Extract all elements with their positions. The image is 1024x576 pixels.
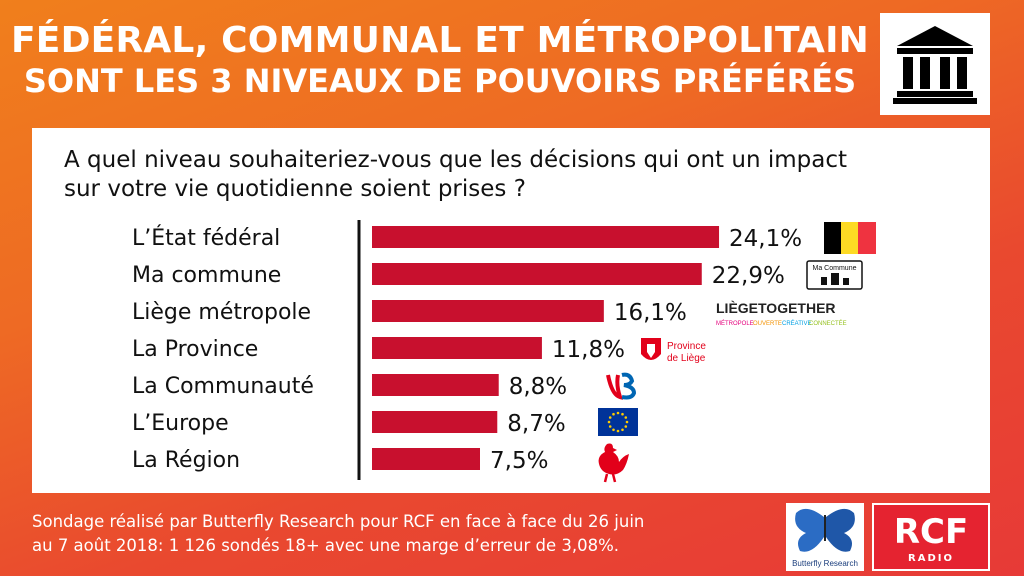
headline-line-2: SONT LES 3 NIVEAUX DE POUVOIRS PRÉFÉRÉS bbox=[23, 62, 857, 100]
eu-star-icon bbox=[624, 416, 628, 419]
value-label: 8,7% bbox=[507, 411, 565, 437]
value-label: 8,8% bbox=[509, 374, 567, 400]
eu-star-icon bbox=[607, 420, 611, 424]
category-label: L’Europe bbox=[132, 411, 229, 436]
butterfly-icon bbox=[795, 508, 824, 552]
walloon-rooster-icon bbox=[598, 443, 629, 483]
federation-wallonie-bruxelles-logo-icon bbox=[606, 372, 637, 400]
svg-text:de Liège: de Liège bbox=[667, 353, 706, 364]
institution-icon bbox=[880, 13, 990, 115]
eu-star-icon bbox=[608, 416, 612, 419]
eu-star-icon bbox=[616, 411, 620, 415]
eu-flag-icon bbox=[598, 408, 638, 436]
bar bbox=[372, 448, 480, 470]
svg-text:LIÈGETOGETHER: LIÈGETOGETHER bbox=[716, 300, 836, 316]
footnote-line-1: Sondage réalisé par Butterfly Research p… bbox=[32, 512, 645, 531]
survey-question: A quel niveau souhaiteriez-vous que les … bbox=[64, 146, 964, 204]
value-label: 22,9% bbox=[712, 263, 785, 289]
eu-star-icon bbox=[625, 420, 629, 424]
category-label: L’État fédéral bbox=[132, 225, 280, 251]
liege-together-logo-icon: LIÈGETOGETHER MÉTROPOLE OUVERTE CRÉATIVE… bbox=[716, 300, 847, 327]
question-line-2: sur votre vie quotidienne soient prises … bbox=[64, 176, 526, 202]
value-label: 7,5% bbox=[490, 448, 548, 474]
rcf-radio-logo: RCF RADIO bbox=[872, 503, 990, 571]
eu-star-icon bbox=[621, 412, 624, 416]
value-label: 11,8% bbox=[552, 337, 625, 363]
bar bbox=[372, 226, 720, 248]
svg-text:Ma Commune: Ma Commune bbox=[813, 265, 857, 272]
bar-chart: L’État fédéral Ma commune Liège métropole L… bbox=[132, 220, 876, 483]
bar bbox=[372, 337, 542, 359]
question-line-1: A quel niveau souhaiteriez-vous que les … bbox=[64, 147, 847, 173]
value-label: 16,1% bbox=[614, 300, 687, 326]
svg-text:MÉTROPOLE: MÉTROPOLE bbox=[716, 320, 754, 327]
category-label: Liège métropole bbox=[132, 300, 311, 325]
bar bbox=[372, 300, 604, 322]
svg-text:OUVERTE: OUVERTE bbox=[753, 321, 782, 327]
eu-star-icon bbox=[612, 428, 615, 432]
category-label: La Région bbox=[132, 448, 240, 473]
svg-text:Province: Province bbox=[667, 341, 706, 352]
category-label: Ma commune bbox=[132, 263, 281, 288]
value-label: 24,1% bbox=[729, 226, 802, 252]
eu-star-icon bbox=[621, 428, 624, 432]
svg-text:CONNECTÉE: CONNECTÉE bbox=[809, 320, 847, 327]
eu-star-icon bbox=[608, 425, 612, 428]
svg-text:Butterfly Research: Butterfly Research bbox=[792, 559, 858, 568]
eu-star-icon bbox=[616, 429, 620, 433]
category-label: La Communauté bbox=[132, 374, 314, 399]
belgium-flag-icon bbox=[824, 222, 876, 254]
headline-line-1: FÉDÉRAL, COMMUNAL ET MÉTROPOLITAIN bbox=[10, 20, 869, 61]
province-liege-logo-icon: Province de Liège bbox=[641, 338, 706, 364]
ma-commune-logo-icon: Ma Commune bbox=[806, 260, 863, 290]
bar bbox=[372, 263, 702, 285]
eu-star-icon bbox=[624, 425, 628, 428]
chart-panel: A quel niveau souhaiteriez-vous que les … bbox=[32, 128, 990, 493]
svg-text:RCF: RCF bbox=[894, 512, 968, 552]
bar bbox=[372, 374, 499, 396]
bar bbox=[372, 411, 498, 433]
svg-text:RADIO: RADIO bbox=[908, 553, 954, 564]
headline: FÉDÉRAL, COMMUNAL ET MÉTROPOLITAIN SONT … bbox=[0, 20, 880, 100]
survey-footnote: Sondage réalisé par Butterfly Research p… bbox=[32, 510, 772, 558]
butterfly-research-logo: Butterfly Research bbox=[786, 503, 864, 571]
svg-text:CRÉATIVE: CRÉATIVE bbox=[782, 320, 812, 327]
category-label: La Province bbox=[132, 337, 258, 362]
eu-star-icon bbox=[612, 412, 615, 416]
footnote-line-2: au 7 août 2018: 1 126 sondés 18+ avec un… bbox=[32, 536, 620, 555]
